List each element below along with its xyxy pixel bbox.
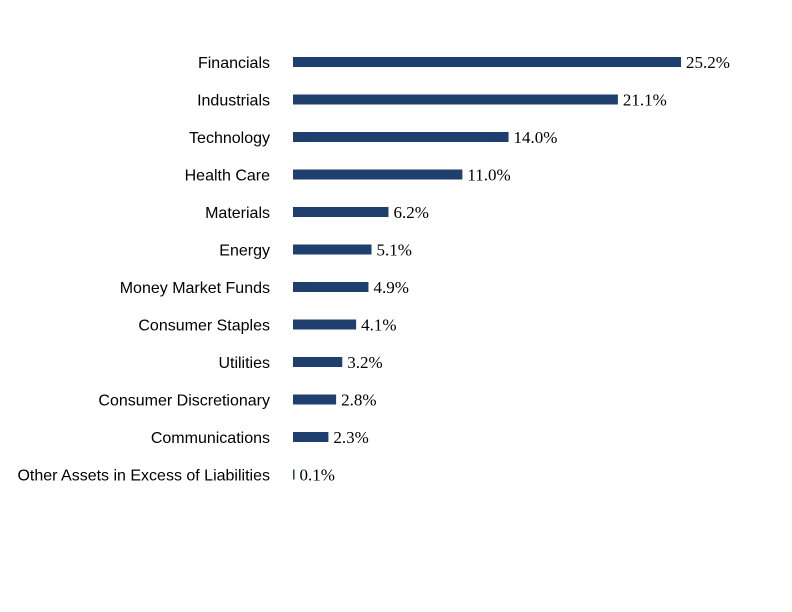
bar: [293, 169, 463, 180]
value-labels: 25.2% 21.1% 14.0%11.0% 6.2% 5.1% 4.9% 4.1% 3.2%…: [300, 53, 730, 485]
category-label: Technology: [189, 130, 270, 147]
value-label: 2.8%: [341, 391, 376, 410]
value-label: 21.1%: [623, 91, 667, 110]
bars: [293, 57, 681, 480]
category-label: Utilities: [218, 355, 270, 372]
value-label: 25.2%: [686, 53, 730, 72]
value-label: 0.1%: [300, 466, 335, 485]
value-label: 3.2%: [347, 353, 382, 372]
bar: [293, 132, 509, 142]
value-label: 14.0%: [514, 128, 558, 147]
category-label: Money Market Funds: [120, 280, 270, 297]
value-label: 4.9%: [373, 278, 408, 297]
value-label: 5.1%: [377, 241, 412, 260]
bar: [293, 357, 343, 367]
category-label: Materials: [205, 205, 270, 222]
bar: [293, 94, 618, 105]
bar: [293, 432, 329, 442]
category-label: Energy: [219, 243, 270, 260]
bar: [293, 207, 389, 217]
bar: [293, 57, 681, 67]
value-label: 6.2%: [393, 203, 428, 222]
category-labels: Financials Industrials Technology Health Ca…: [17, 55, 270, 485]
value-label: 4.1%: [361, 316, 396, 335]
category-label: Health Care: [185, 168, 270, 185]
category-label: Consumer Discretionary: [98, 393, 270, 410]
bar: [293, 244, 372, 255]
bar: [293, 469, 295, 480]
bar: [293, 394, 337, 405]
category-label: Communications: [151, 430, 270, 447]
category-label: Other Assets in Excess of Liabilities: [17, 468, 270, 485]
value-label: 11.0%: [467, 166, 510, 185]
bar: [293, 282, 369, 292]
bar: [293, 319, 357, 330]
category-label: Consumer Staples: [138, 318, 270, 335]
category-label: Financials: [198, 55, 270, 72]
category-label: Industrials: [197, 93, 270, 110]
value-label: 2.3%: [333, 428, 368, 447]
